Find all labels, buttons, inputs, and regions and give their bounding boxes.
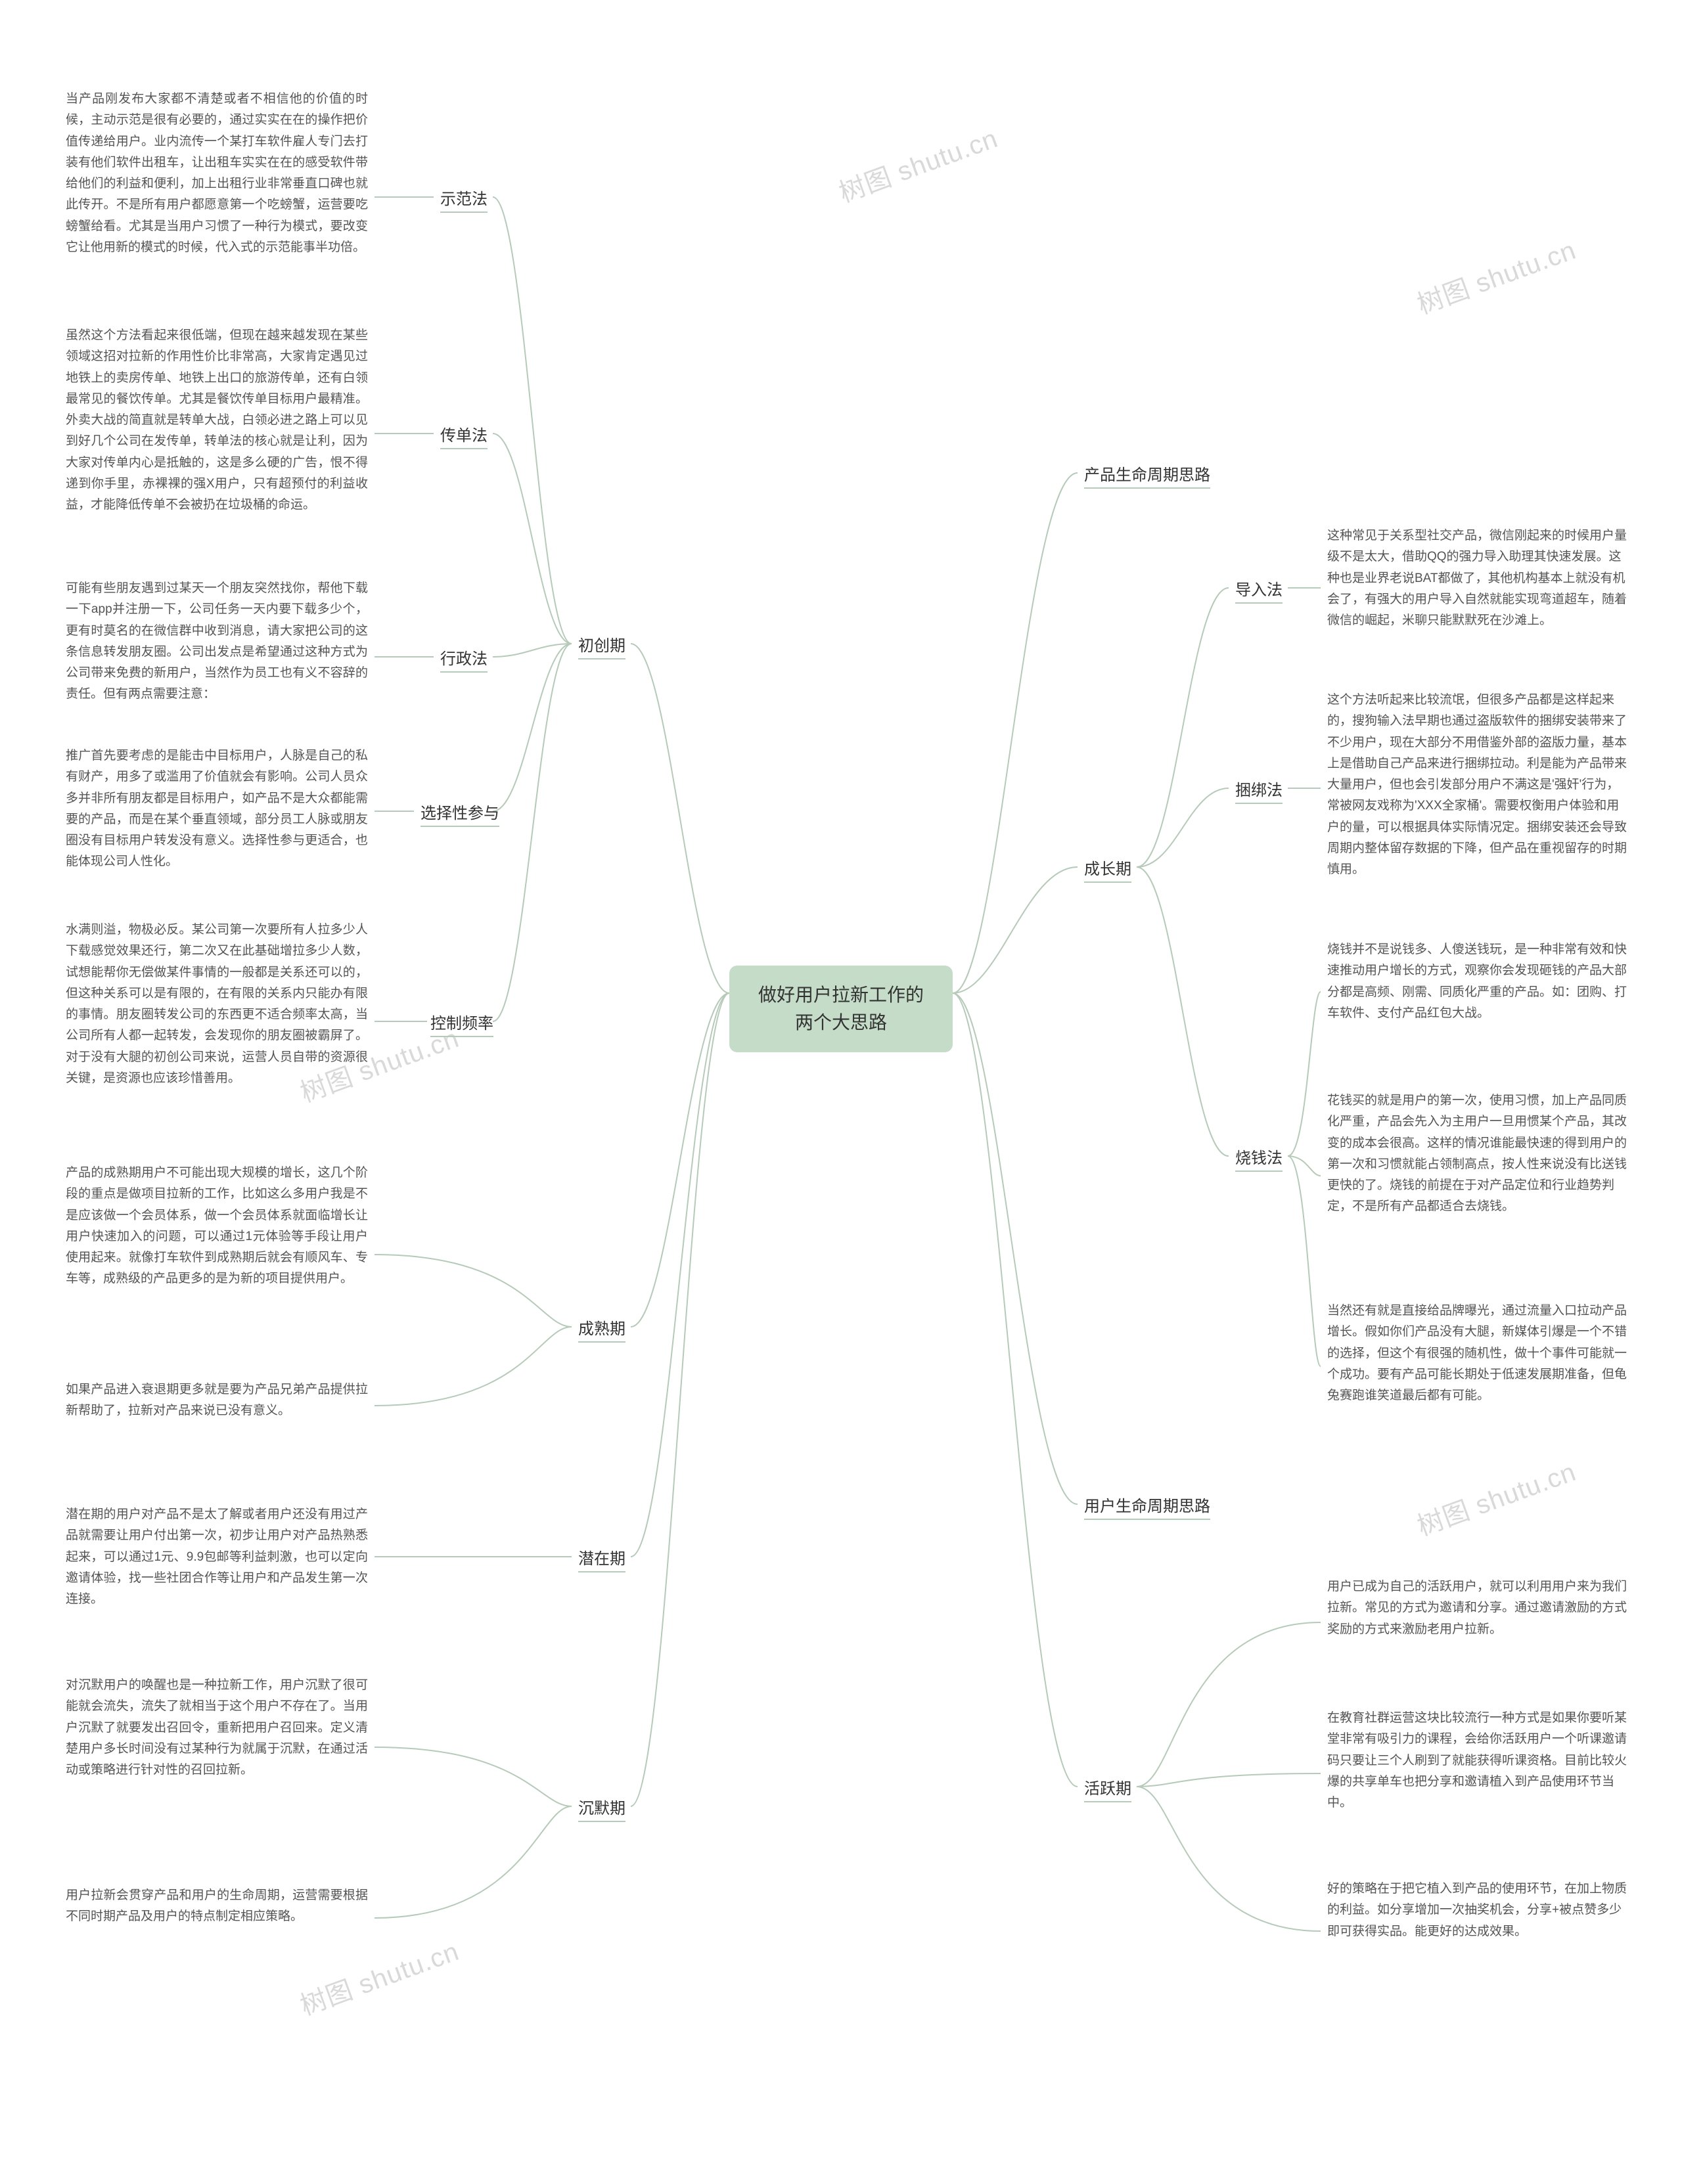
sub-shifanfa: 示范法 xyxy=(440,186,488,213)
sub-kunbang: 捆绑法 xyxy=(1235,777,1283,804)
leaf-chenmo2: 用户拉新会贯穿产品和用户的生命周期，运营需要根据不同时期产品及用户的特点制定相应… xyxy=(66,1885,368,1928)
branch-huoyue: 活跃期 xyxy=(1084,1775,1131,1802)
leaf-shaoqian2: 花钱买的就是用户的第一次，使用习惯，加上产品同质化严重，产品会先入为主用户一旦用… xyxy=(1327,1090,1629,1218)
sub-xingzhengfa: 行政法 xyxy=(440,646,488,673)
leaf-kongzhi: 水满则溢，物极必反。某公司第一次要所有人拉多少人下载感觉效果还行，第二次又在此基… xyxy=(66,920,368,1089)
watermark: 树图 shutu.cn xyxy=(1411,229,1581,321)
watermark: 树图 shutu.cn xyxy=(294,1930,464,2022)
branch-chenmo: 沉默期 xyxy=(578,1795,625,1822)
leaf-xuanze: 推广首先要考虑的是能击中目标用户，人脉是自己的私有财产，用多了或滥用了价值就会有… xyxy=(66,746,368,873)
branch-chengzhang: 成长期 xyxy=(1084,856,1131,883)
leaf-daoru: 这种常见于关系型社交产品，微信刚起来的时候用户量级不是太大，借助QQ的强力导入助… xyxy=(1327,525,1629,631)
leaf-huoyue2: 在教育社群运营这块比较流行一种方式是如果你要听某堂非常有吸引力的课程，会给你活跃… xyxy=(1327,1708,1629,1814)
leaf-xingzhengfa: 可能有些朋友遇到过某天一个朋友突然找你，帮他下载一下app并注册一下，公司任务一… xyxy=(66,578,368,705)
sub-daoru: 导入法 xyxy=(1235,577,1283,604)
watermark: 树图 shutu.cn xyxy=(833,117,1003,210)
leaf-shaoqian3: 当然还有就是直接给品牌曝光，通过流量入口拉动产品增长。假如你们产品没有大腿，新媒… xyxy=(1327,1301,1629,1406)
leaf-chengshu2: 如果产品进入衰退期更多就是要为产品兄弟产品提供拉新帮助了，拉新对产品来说已没有意… xyxy=(66,1379,368,1422)
leaf-chenmo1: 对沉默用户的唤醒也是一种拉新工作，用户沉默了很可能就会流失，流失了就相当于这个用… xyxy=(66,1675,368,1781)
sub-kongzhi: 控制频率 xyxy=(430,1010,493,1037)
leaf-chengshu1: 产品的成熟期用户不可能出现大规模的增长，这几个阶段的重点是做项目拉新的工作，比如… xyxy=(66,1163,368,1290)
watermark: 树图 shutu.cn xyxy=(1411,1450,1581,1543)
branch-product-lifecycle: 产品生命周期思路 xyxy=(1084,462,1210,489)
leaf-huoyue3: 好的策略在于把它植入到产品的使用环节，在加上物质的利益。如分享增加一次抽奖机会，… xyxy=(1327,1879,1629,1942)
sub-xuanze: 选择性参与 xyxy=(420,800,499,827)
leaf-chuandanfa: 虽然这个方法看起来很低端，但现在越来越发现在某些领域这招对拉新的作用性价比非常高… xyxy=(66,325,368,516)
leaf-shaoqian1: 烧钱并不是说钱多、人傻送钱玩，是一种非常有效和快速推动用户增长的方式，观察你会发… xyxy=(1327,939,1629,1024)
branch-chuchuangqi: 初创期 xyxy=(578,633,625,659)
branch-user-lifecycle: 用户生命周期思路 xyxy=(1084,1493,1210,1520)
leaf-kunbang: 这个方法听起来比较流氓，但很多产品都是这样起来的，搜狗输入法早期也通过盗版软件的… xyxy=(1327,690,1629,881)
branch-qianzai: 潜在期 xyxy=(578,1546,625,1572)
leaf-huoyue1: 用户已成为自己的活跃用户，就可以利用用户来为我们拉新。常见的方式为邀请和分享。通… xyxy=(1327,1576,1629,1640)
leaf-qianzai: 潜在期的用户对产品不是太了解或者用户还没有用过产品就需要让用户付出第一次，初步让… xyxy=(66,1504,368,1610)
sub-chuandanfa: 传单法 xyxy=(440,422,488,449)
leaf-shifanfa: 当产品刚发布大家都不清楚或者不相信他的价值的时候，主动示范是很有必要的，通过实实… xyxy=(66,89,368,258)
sub-shaoqian: 烧钱法 xyxy=(1235,1145,1283,1172)
branch-chengshu: 成熟期 xyxy=(578,1316,625,1343)
center-node: 做好用户拉新工作的两个大思路 xyxy=(729,966,953,1052)
